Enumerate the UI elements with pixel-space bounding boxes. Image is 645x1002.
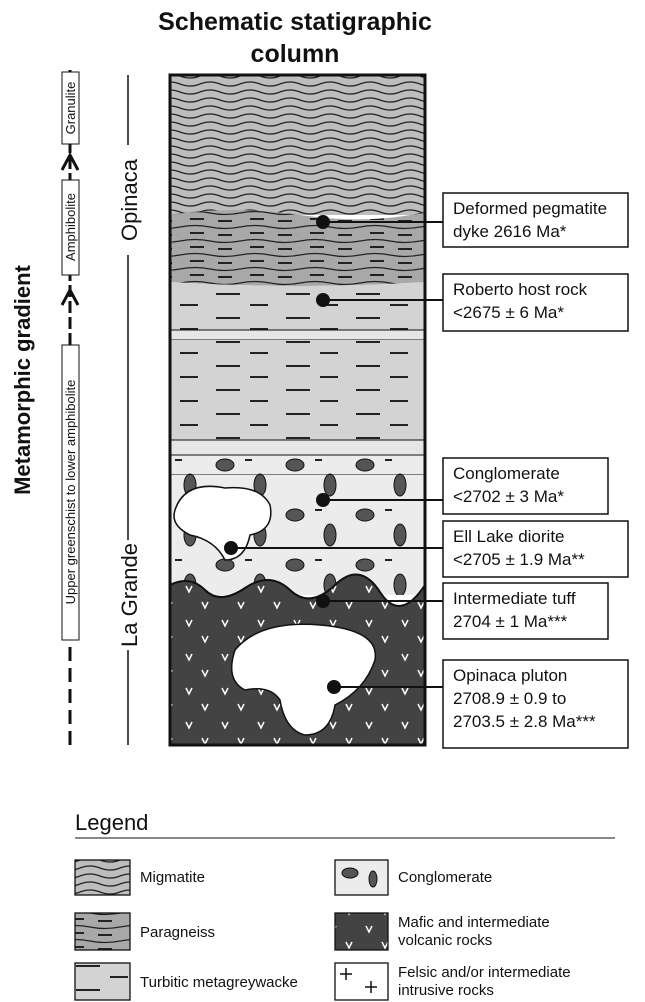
title: Schematic statigraphic [158,8,432,36]
annotation: Ell Lake diorite [453,527,565,546]
gradient-label: Metamorphic gradient [10,264,35,494]
grade: Granulite [63,82,78,135]
title: column [251,40,340,68]
diagram: Schematic statigraphic column Deformed p… [0,0,645,1002]
annotation: 2708.9 ± 0.9 to [453,689,566,708]
annotation: <2675 ± 6 Ma* [453,303,564,322]
legend-label: Conglomerate [398,869,492,886]
legend-label: Migmatite [140,869,205,886]
legend-label: Paragneiss [140,924,215,941]
annotation: 2704 ± 1 Ma*** [453,612,568,631]
grade: Amphibolite [63,193,78,261]
annotation: dyke 2616 Ma* [453,222,567,241]
legend-label: volcanic rocks [398,932,492,949]
annotation: 2703.5 ± 2.8 Ma*** [453,712,596,731]
annotation: Intermediate tuff [453,589,576,608]
annotation: <2705 ± 1.9 Ma** [453,550,585,569]
legend-label: Mafic and intermediate [398,914,550,931]
annotation: Opinaca pluton [453,666,567,685]
annotation: Deformed pegmatite [453,199,607,218]
annotation: <2702 ± 3 Ma* [453,487,564,506]
legend-label: intrusive rocks [398,982,494,999]
legend-label: Turbitic metagreywacke [140,974,298,991]
legend-label: Felsic and/or intermediate [398,964,571,981]
group-label: La Grande [117,543,142,647]
column [170,75,425,745]
legend-title: Legend [75,810,148,835]
annotation: Conglomerate [453,464,560,483]
annotation: Roberto host rock [453,280,588,299]
grade: Upper greenschist to lower amphibolite [63,380,78,605]
group-label: Opinaca [117,158,142,241]
